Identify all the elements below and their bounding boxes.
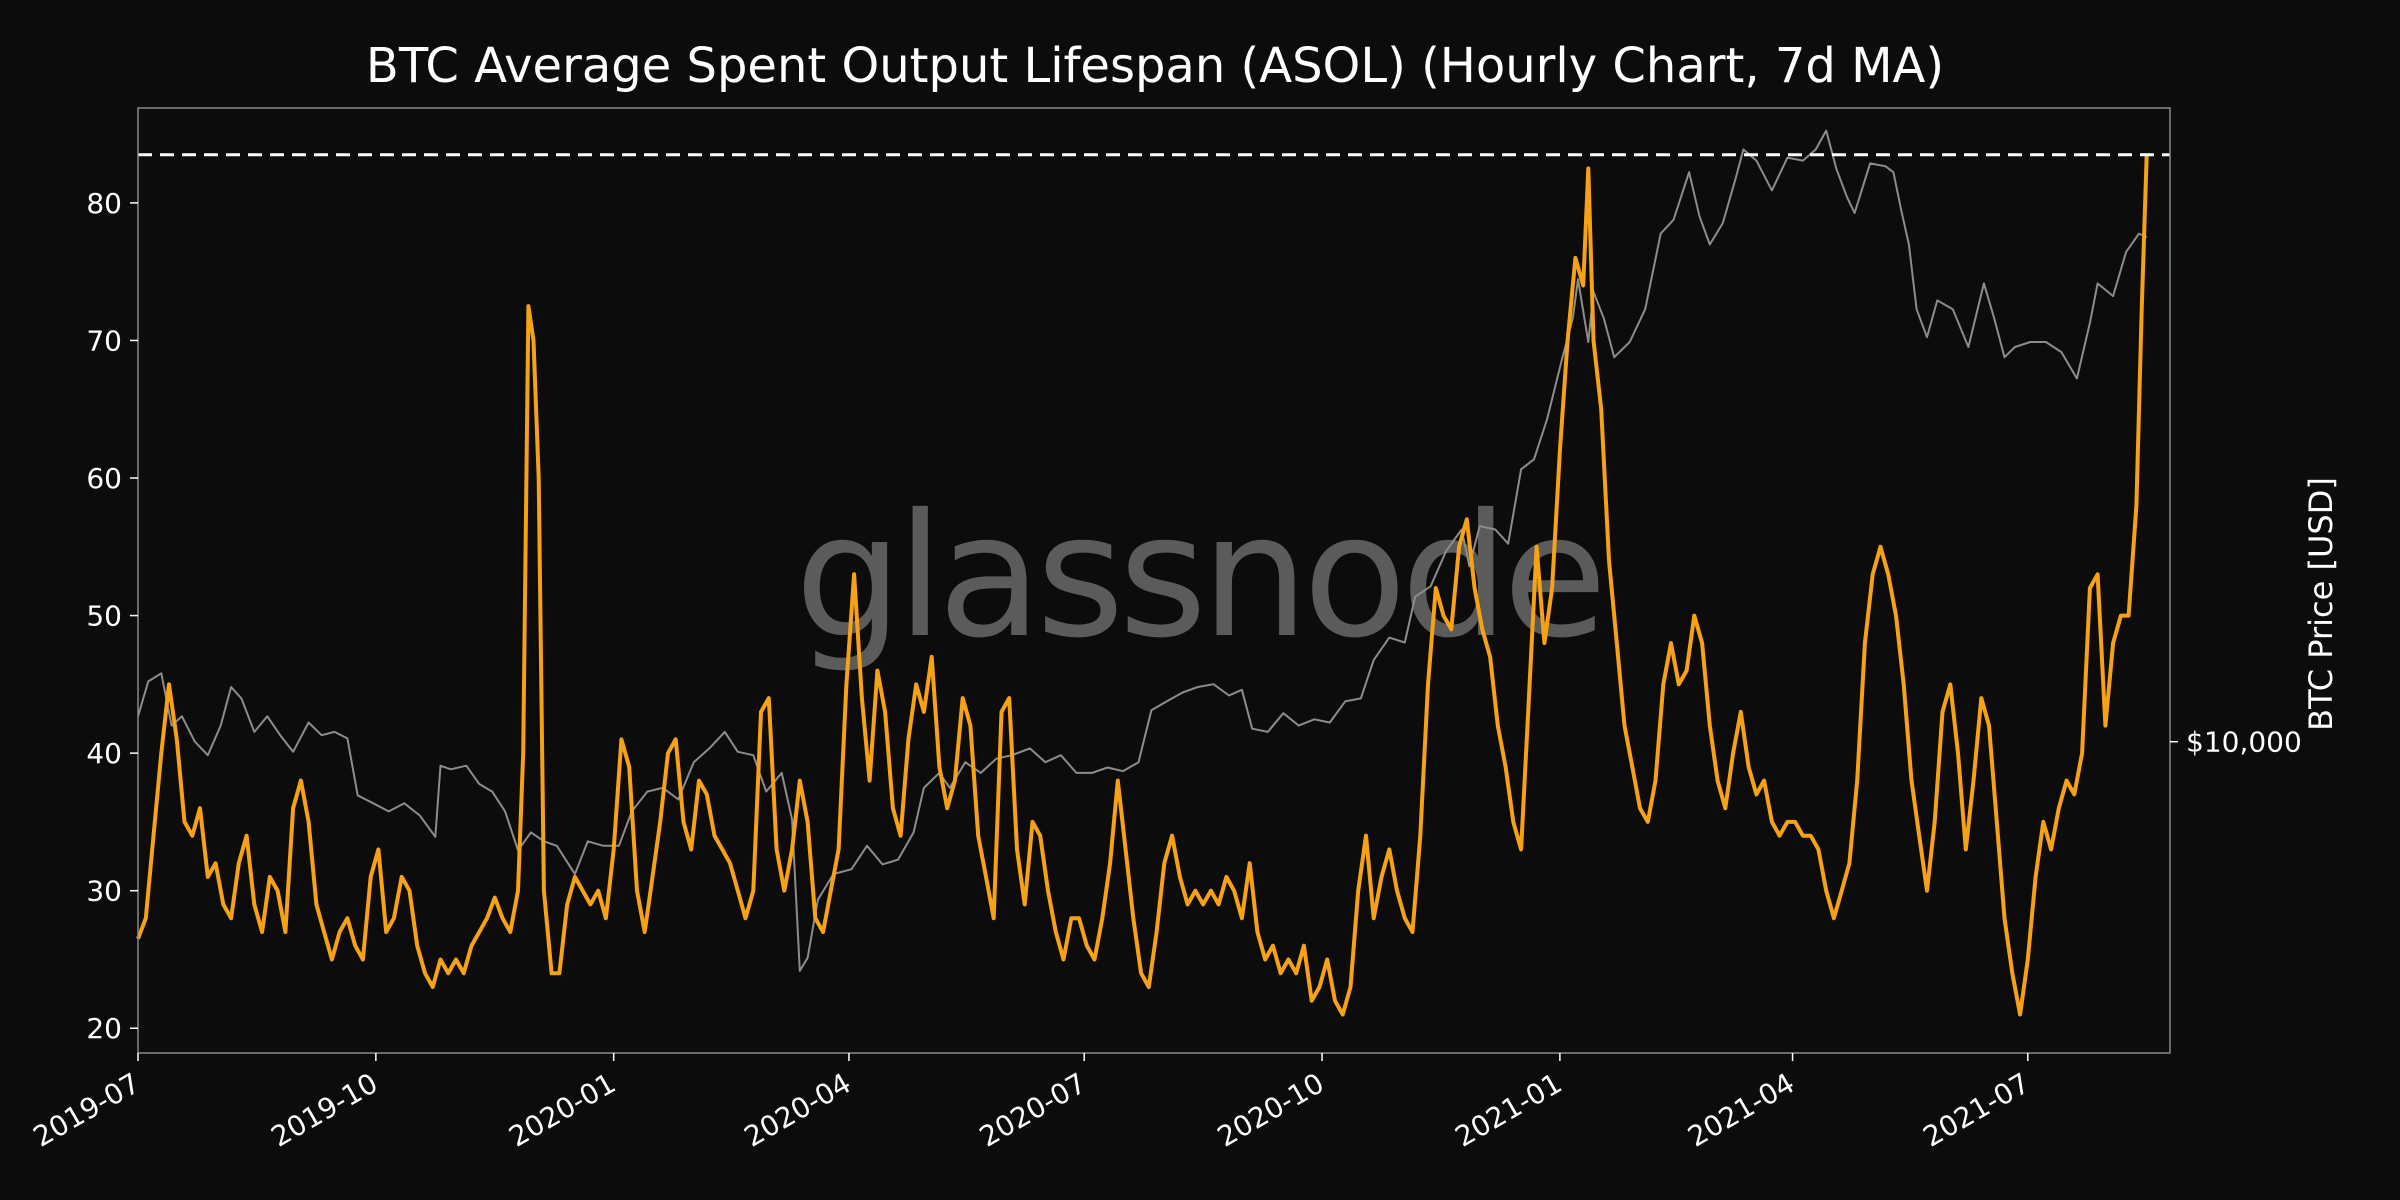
y-tick-label: 20: [86, 1012, 122, 1045]
right-axis-label: BTC Price [USD]: [2302, 477, 2340, 731]
left-y-axis: 20 30 40 50 60 70 80: [86, 187, 138, 1045]
chart-title: BTC Average Spent Output Lifespan (ASOL)…: [366, 38, 1944, 94]
y-tick-label: 40: [86, 737, 122, 770]
y-tick-label: 50: [86, 600, 122, 633]
y-tick-label: 60: [86, 462, 122, 495]
right-y-axis: $10,000: [2170, 726, 2302, 759]
y-right-tick-label: $10,000: [2186, 726, 2302, 759]
y-tick-label: 70: [86, 324, 122, 357]
y-tick-label: 80: [86, 187, 122, 220]
asol-line: [136, 154, 2149, 1017]
glassnode-watermark: glassnode: [795, 478, 1602, 676]
plot-area-border: [137, 107, 2171, 1054]
btc-price-line: [137, 129, 2148, 972]
asol-series: [136, 154, 2149, 1017]
btc-price-series: [137, 129, 2148, 972]
y-tick-label: 30: [86, 875, 122, 908]
